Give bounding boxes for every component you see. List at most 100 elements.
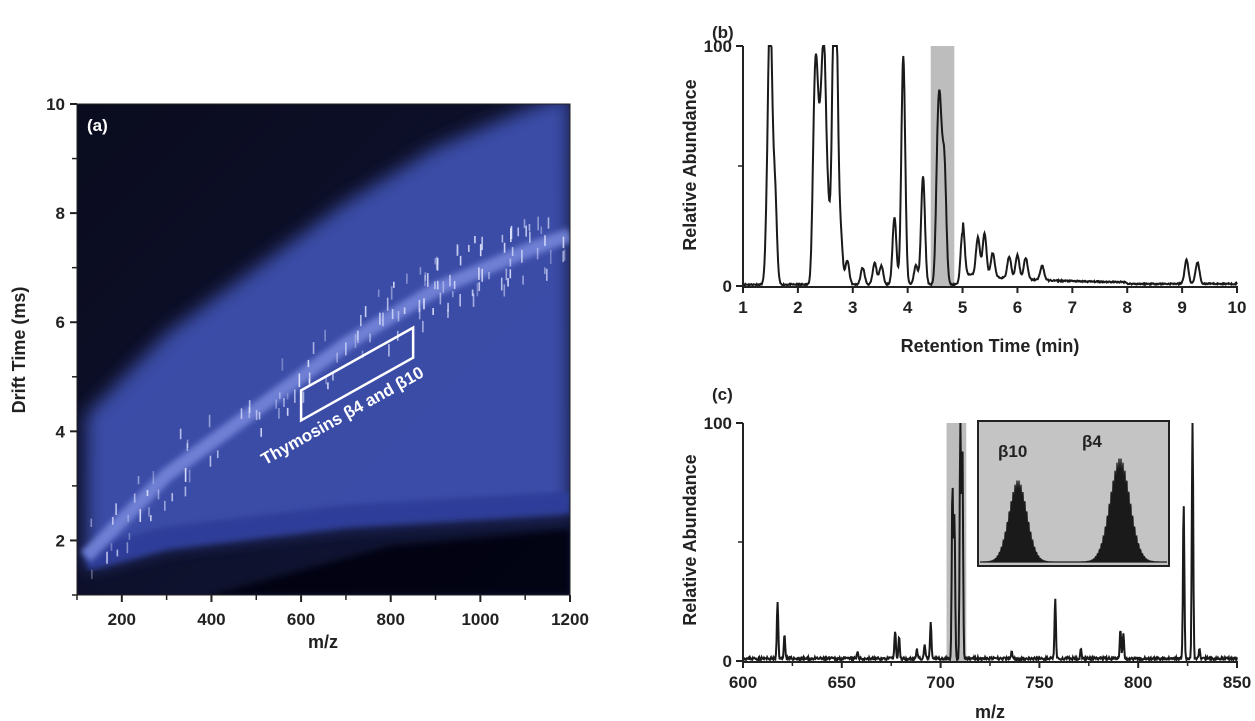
heatmap-spot — [390, 286, 393, 300]
heatmap-spot — [360, 314, 362, 327]
heatmap-spot — [476, 283, 479, 297]
heatmap-spot — [452, 291, 454, 298]
heatmap-spot — [126, 542, 129, 554]
heatmap-bright-spots — [90, 216, 566, 579]
inset-label-beta4: β4 — [1082, 432, 1102, 451]
heatmap-spot — [388, 344, 390, 357]
heatmap-spot — [562, 251, 564, 263]
heatmap-spot — [436, 257, 439, 271]
x-tick-label-a: 200 — [108, 610, 136, 629]
heatmap-spot — [148, 507, 150, 517]
heatmap-spot — [456, 244, 459, 256]
x-tick-label-a: 1000 — [461, 610, 499, 629]
y-tick-label: 0 — [723, 277, 732, 296]
heatmap-spot — [302, 391, 305, 403]
heatmap-spot — [536, 247, 539, 260]
heatmap-spot — [157, 489, 160, 500]
heatmap-spot — [418, 307, 421, 320]
x-tick-label: 10 — [1228, 298, 1247, 317]
x-tick-label: 6 — [1013, 298, 1022, 317]
heatmap-spot — [500, 277, 503, 291]
y-tick-label-a: 6 — [56, 313, 65, 332]
heatmap-spot — [391, 309, 394, 320]
heatmap-spot — [403, 307, 406, 315]
heatmap-spot — [545, 268, 548, 281]
x-tick-label: 8 — [1122, 298, 1131, 317]
heatmap-spot — [522, 275, 524, 285]
heatmap-bands — [80, 104, 570, 595]
heatmap-spot — [209, 455, 212, 467]
heatmap-spot — [308, 372, 311, 383]
heatmap-spot — [324, 329, 326, 342]
heatmap-spot — [517, 227, 520, 237]
heatmap-spot — [549, 249, 552, 264]
heatmap-spot — [377, 289, 380, 297]
heatmap-spot — [449, 274, 451, 287]
heatmap-spot — [562, 236, 565, 249]
heatmap-spot — [278, 407, 280, 419]
heatmap-spot — [171, 493, 174, 502]
heatmap-spot — [139, 509, 142, 522]
heatmap-spot — [436, 280, 439, 290]
heatmap-spot — [286, 393, 289, 400]
heatmap-spot — [426, 273, 429, 287]
x-tick-label: 4 — [903, 298, 913, 317]
heatmap-spot — [379, 312, 381, 325]
heatmap-spot — [275, 399, 277, 409]
y-axis-label-c: Relative Abundance — [680, 454, 700, 625]
heatmap-spot — [327, 382, 329, 390]
mass-spectrum-trace — [742, 422, 1238, 664]
inset-label-beta10: β10 — [998, 442, 1027, 461]
x-axis-label-a: m/z — [308, 632, 338, 652]
heatmap-spot — [472, 293, 475, 307]
heatmap-spot — [432, 308, 434, 316]
heatmap-spot — [439, 292, 442, 305]
heatmap-spot — [507, 278, 509, 287]
heatmap-lower-band — [83, 491, 570, 571]
x-tick-label: 600 — [729, 673, 757, 692]
y-tick-label: 100 — [704, 37, 732, 56]
heatmap-spot — [137, 476, 140, 485]
plot-frame-a — [76, 103, 571, 596]
heatmap-spot — [332, 372, 334, 381]
y-tick-label: 100 — [704, 414, 732, 433]
heatmap-spot — [459, 255, 462, 266]
heatmap-spot — [540, 226, 543, 235]
heatmap-spot — [474, 235, 476, 244]
heatmap-spot — [481, 236, 483, 251]
heatmap-spot — [278, 392, 281, 399]
heatmap-spot — [307, 359, 310, 368]
heatmap-spot — [357, 330, 359, 343]
spectrum-inset: β10 β4 — [977, 420, 1170, 567]
x-axis-label-c: m/z — [975, 702, 1005, 721]
heatmap-spot — [397, 311, 400, 322]
x-tick-label-a: 400 — [197, 610, 225, 629]
x-tick-label: 3 — [848, 298, 857, 317]
heatmap-spot — [481, 268, 484, 282]
heatmap-spot — [547, 217, 550, 229]
heatmap-spot — [423, 298, 425, 310]
x-tick-label-a: 1200 — [551, 610, 589, 629]
heatmap-spot — [503, 242, 506, 253]
heatmap-spot — [501, 234, 504, 243]
annotation-box — [299, 325, 415, 423]
heatmap-spot — [345, 342, 347, 356]
heatmap-spot — [511, 247, 514, 256]
heatmap-spot — [364, 306, 367, 318]
heatmap-spot — [152, 470, 155, 485]
heatmap-spot — [478, 267, 480, 280]
x-tick-label: 750 — [1025, 673, 1053, 692]
panel-a-label: (a) — [87, 116, 108, 135]
heatmap-spot — [90, 518, 93, 528]
y-tick-label-a: 2 — [56, 531, 65, 550]
y-axis-label-a: Drift Time (ms) — [9, 287, 29, 414]
inset-trace — [980, 458, 1167, 563]
heatmap-spot — [115, 503, 117, 516]
heatmap-spot — [283, 398, 285, 407]
panel-c-spectrum: β10 β4 600 650 700 750 800 850 0 100 (c) m/z Re… — [680, 385, 1251, 721]
x-axis-label-b: Retention Time (min) — [901, 336, 1080, 356]
